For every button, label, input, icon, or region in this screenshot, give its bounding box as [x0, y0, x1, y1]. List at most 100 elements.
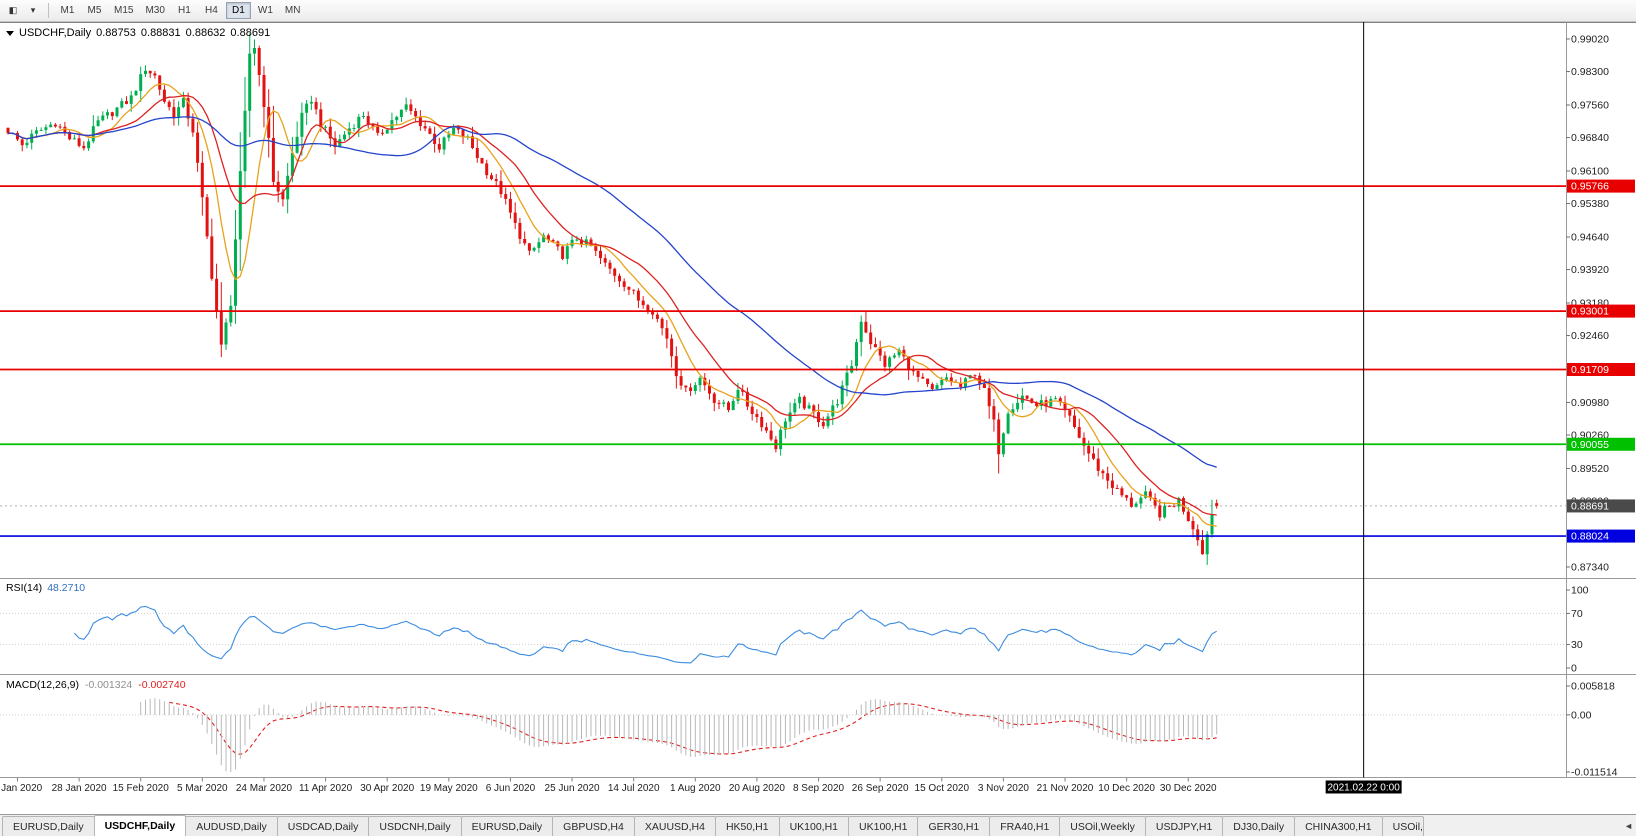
- chart-title: USDCHF,Daily 0.88753 0.88831 0.88632 0.8…: [6, 27, 270, 39]
- timeframe-mn-button[interactable]: MN: [284, 5, 301, 16]
- horizontal-line-0.88024[interactable]: 0.88024: [0, 529, 1635, 543]
- chart-tab-usdcad-daily-3[interactable]: USDCAD,Daily: [276, 816, 370, 836]
- level-price-label: 0.90055: [1571, 439, 1609, 451]
- price-tick-label: 0.90980: [1571, 397, 1609, 409]
- timeframe-m30-button[interactable]: M30: [145, 5, 165, 16]
- date-tick-label: 6 Jun 2020: [486, 783, 536, 794]
- rsi-axis-label: 30: [1571, 639, 1583, 651]
- macd-indicator-title: MACD(12,26,9) -0.001324 -0.002740: [6, 679, 186, 691]
- macd-axis-label: 0.00: [1571, 709, 1592, 721]
- top-toolbar: ◧ ▾ M1 M5 M15 M30 H1 H4 D1 W1 MN: [0, 0, 1636, 22]
- timeframe-h1-button[interactable]: H1: [178, 5, 191, 16]
- chart-tab-gbpusd-h4-6[interactable]: GBPUSD,H4: [552, 816, 635, 836]
- bar-close-value: 0.88691: [230, 27, 271, 39]
- price-chart-canvas[interactable]: 0.99020 0.98300 0.97560 0.96840 0.96100 0.953…: [0, 22, 1636, 814]
- price-axis[interactable]: 0.99020 0.98300 0.97560 0.96840 0.96100 0.953…: [1566, 34, 1609, 574]
- date-tick-label: 11 Apr 2020: [299, 783, 353, 794]
- rsi-axis-label: 0: [1571, 663, 1577, 675]
- price-tick-label: 0.94640: [1571, 232, 1609, 244]
- date-tick-label: 14 Jul 2020: [608, 783, 660, 794]
- timeframe-buttons: M1 M5 M15 M30 H1 H4 D1 W1 MN: [54, 2, 306, 19]
- candles: [6, 33, 1219, 565]
- level-price-label: 0.91709: [1571, 364, 1609, 376]
- macd-histogram: [140, 698, 1218, 772]
- chart-tab-uk100-h1-10[interactable]: UK100,H1: [848, 816, 919, 836]
- chart-tab-eurusd-daily-5[interactable]: EURUSD,Daily: [460, 816, 554, 836]
- price-tick-label: 0.93920: [1571, 264, 1609, 276]
- horizontal-line-0.91709[interactable]: 0.91709: [0, 362, 1635, 376]
- price-tick-label: 0.89520: [1571, 463, 1609, 475]
- date-tick-label: 19 May 2020: [420, 783, 478, 794]
- chart-tab-hk50-h1-8[interactable]: HK50,H1: [714, 816, 780, 836]
- date-tick-label: 30 Dec 2020: [1160, 783, 1217, 794]
- price-tick-label: 0.96840: [1571, 132, 1609, 144]
- date-tick-label: 20 Aug 2020: [729, 783, 786, 794]
- price-tick-label: 0.95380: [1571, 198, 1609, 210]
- chart-tab-usdcnh-daily-4[interactable]: USDCNH,Daily: [368, 816, 462, 836]
- chart-tab-china300-h1-16[interactable]: CHINA300,H1: [1294, 816, 1383, 836]
- price-tick-label: 0.92460: [1571, 330, 1609, 342]
- date-tick-label: 25 Jun 2020: [545, 783, 600, 794]
- ma-45-line: [7, 116, 1217, 468]
- quick-trade-arrow-icon[interactable]: [6, 30, 14, 36]
- chart-tab-eurusd-daily-0[interactable]: EURUSD,Daily: [2, 816, 95, 836]
- date-tick-label: 26 Sep 2020: [852, 783, 909, 794]
- macd-signal-line: [169, 701, 1217, 755]
- chart-tab-usdchf-daily-1[interactable]: USDCHF,Daily: [93, 815, 187, 836]
- symbol-period-label: USDCHF,Daily: [19, 27, 92, 39]
- date-tick-label: 28 Jan 2020: [52, 783, 107, 794]
- chart-tab-audusd-daily-2[interactable]: AUDUSD,Daily: [185, 816, 278, 836]
- price-tick-label: 0.87340: [1571, 562, 1609, 574]
- timeframe-h4-button[interactable]: H4: [205, 5, 218, 16]
- price-tick-label: 0.97560: [1571, 100, 1609, 112]
- rsi-indicator-title: RSI(14) 48.2710: [6, 582, 85, 594]
- rsi-panel: 100 70 30 0: [0, 585, 1589, 675]
- current-price-label: 0.88691: [1571, 500, 1609, 512]
- ma-16-line: [7, 95, 1217, 516]
- timeframe-d1-button[interactable]: D1: [225, 2, 251, 19]
- date-tick-label: 9 Jan 2020: [0, 783, 43, 794]
- horizontal-line-0.93001[interactable]: 0.93001: [0, 304, 1635, 318]
- dropdown-arrow-icon[interactable]: ▾: [30, 5, 36, 15]
- horizontal-line-0.95766[interactable]: 0.95766: [0, 179, 1635, 193]
- chart-profile-icon[interactable]: ◧: [8, 5, 18, 15]
- date-tick-label: 1 Aug 2020: [670, 783, 721, 794]
- date-axis[interactable]: 9 Jan 2020 28 Jan 2020 15 Feb 2020 5 Mar 20…: [0, 778, 1217, 794]
- date-tick-label: 5 Mar 2020: [177, 783, 228, 794]
- vertical-line-label: 2021.02.22 0:00: [1327, 783, 1400, 794]
- horizontal-line-0.90055[interactable]: 0.90055: [0, 437, 1635, 451]
- macd-signal-value: -0.002740: [138, 679, 186, 691]
- chart-tab-ger30-h1-11[interactable]: GER30,H1: [917, 816, 991, 836]
- chart-tab-fra40-h1-12[interactable]: FRA40,H1: [989, 816, 1061, 836]
- toolbar-separator: [48, 3, 49, 18]
- chart-tab-usoil-weekly-13[interactable]: USOil,Weekly: [1059, 816, 1146, 836]
- vertical-line-2021-02-22[interactable]: 2021.02.22 0:00: [1325, 22, 1402, 794]
- timeframe-m1-button[interactable]: M1: [60, 5, 75, 16]
- macd-main-value: -0.001324: [84, 679, 133, 691]
- price-tick-label: 0.99020: [1571, 34, 1609, 46]
- date-tick-label: 30 Apr 2020: [360, 783, 414, 794]
- chart-tab-uk100-h1-9[interactable]: UK100,H1: [778, 816, 850, 836]
- timeframe-m5-button[interactable]: M5: [87, 5, 102, 16]
- chart-tab-xauusd-h4-7[interactable]: XAUUSD,H4: [633, 816, 716, 836]
- date-tick-label: 15 Feb 2020: [113, 783, 170, 794]
- macd-axis-label: 0.005818: [1571, 681, 1615, 693]
- timeframe-w1-button[interactable]: W1: [257, 5, 273, 16]
- current-price-line: 0.88691: [0, 499, 1635, 513]
- chart-tab-usoil--17[interactable]: USOil,: [1381, 816, 1424, 836]
- chart-tab-dj30-daily-15[interactable]: DJ30,Daily: [1222, 816, 1296, 836]
- date-tick-label: 15 Oct 2020: [915, 783, 970, 794]
- macd-label: MACD(12,26,9): [6, 679, 79, 691]
- rsi-axis-label: 100: [1571, 585, 1589, 597]
- chart-window[interactable]: USDCHF,Daily 0.88753 0.88831 0.88632 0.8…: [0, 22, 1636, 814]
- timeframe-m15-button[interactable]: M15: [114, 5, 134, 16]
- level-price-label: 0.93001: [1571, 306, 1609, 318]
- date-tick-label: 10 Dec 2020: [1098, 783, 1155, 794]
- chart-tab-bar: EURUSD,Daily USDCHF,Daily AUDUSD,Daily USDC…: [0, 814, 1636, 836]
- date-tick-label: 21 Nov 2020: [1037, 783, 1094, 794]
- ma-8-line: [7, 83, 1217, 527]
- date-tick-label: 8 Sep 2020: [793, 783, 845, 794]
- price-tick-label: 0.96100: [1571, 166, 1609, 178]
- chart-tab-usdjpy-h1-14[interactable]: USDJPY,H1: [1144, 816, 1224, 836]
- tab-scroll-left-icon[interactable]: ◄: [1624, 821, 1633, 831]
